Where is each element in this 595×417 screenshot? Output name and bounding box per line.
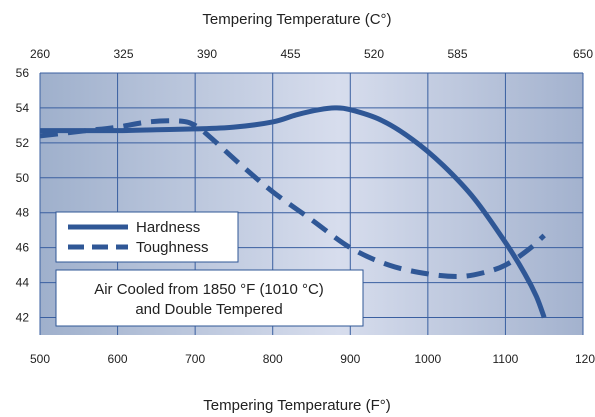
x-bottom-tick-label: 500 bbox=[30, 352, 50, 366]
annotation-line-2: and Double Tempered bbox=[135, 301, 282, 318]
x-bottom-tick-label: 900 bbox=[340, 352, 360, 366]
tick-labels: 42 44 46 48 50 52 54 56 500 600 700 800 900 1000 1100 1… bbox=[16, 47, 595, 366]
x-top-tick-label: 325 bbox=[113, 47, 133, 61]
y-tick-label: 48 bbox=[16, 206, 30, 220]
annotation-box bbox=[55, 269, 364, 327]
x-bottom-tick-label: 600 bbox=[108, 352, 128, 366]
x-bottom-tick-label: 700 bbox=[185, 352, 205, 366]
top-axis-title: Tempering Temperature (C°) bbox=[202, 11, 391, 28]
bottom-axis-title: Tempering Temperature (F°) bbox=[203, 397, 390, 414]
x-bottom-tick-label: 120 bbox=[575, 352, 595, 366]
series-line-hardness bbox=[40, 105, 547, 319]
annotation-note: Air Cooled from 1850 °F (1010 °C) and Do… bbox=[55, 269, 364, 327]
legend: Hardness Toughness bbox=[55, 211, 239, 263]
y-tick-label: 42 bbox=[16, 311, 30, 325]
y-tick-label: 50 bbox=[16, 171, 30, 185]
x-top-tick-label: 520 bbox=[364, 47, 384, 61]
x-bottom-tick-label: 800 bbox=[263, 352, 283, 366]
x-bottom-tick-label: 1000 bbox=[415, 352, 442, 366]
x-top-tick-label: 650 bbox=[573, 47, 593, 61]
y-tick-label: 52 bbox=[16, 136, 30, 150]
y-tick-label: 46 bbox=[16, 241, 30, 255]
legend-label-toughness: Toughness bbox=[136, 239, 209, 256]
y-tick-label: 56 bbox=[16, 66, 30, 80]
annotation-line-1: Air Cooled from 1850 °F (1010 °C) bbox=[94, 281, 324, 298]
legend-box bbox=[55, 211, 239, 263]
legend-label-hardness: Hardness bbox=[136, 219, 200, 236]
x-top-tick-label: 585 bbox=[447, 47, 467, 61]
x-top-tick-label: 260 bbox=[30, 47, 50, 61]
y-tick-label: 54 bbox=[16, 101, 30, 115]
series-lines bbox=[39, 105, 547, 319]
y-tick-label: 44 bbox=[16, 276, 30, 290]
x-top-tick-label: 455 bbox=[280, 47, 300, 61]
x-bottom-tick-label: 1100 bbox=[493, 352, 519, 366]
series-line-toughness bbox=[39, 118, 546, 280]
x-top-tick-label: 390 bbox=[197, 47, 217, 61]
